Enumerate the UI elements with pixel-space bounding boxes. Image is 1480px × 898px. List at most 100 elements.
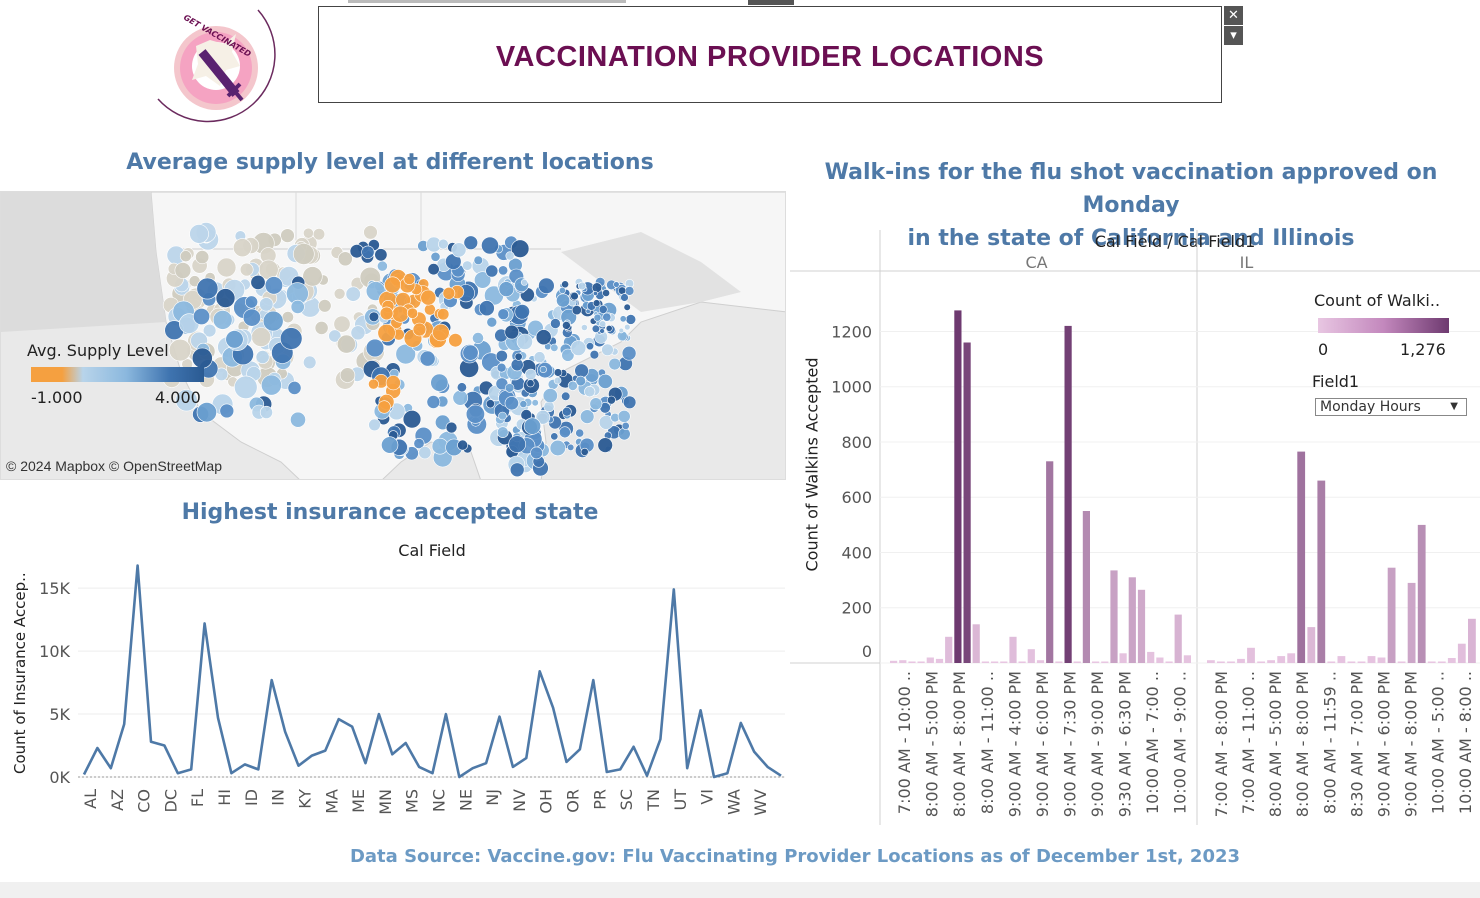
map-location-dot[interactable] — [420, 289, 437, 306]
map-location-dot[interactable] — [567, 380, 578, 391]
map-location-dot[interactable] — [623, 303, 631, 311]
walkins-bar[interactable] — [1427, 661, 1436, 664]
map-location-dot[interactable] — [486, 316, 498, 328]
map-location-dot[interactable] — [239, 262, 254, 277]
walkins-bar[interactable] — [1147, 651, 1155, 663]
map-location-dot[interactable] — [377, 400, 391, 414]
map-location-dot[interactable] — [432, 323, 450, 342]
map-location-dot[interactable] — [598, 305, 608, 314]
map-location-dot[interactable] — [402, 410, 422, 429]
map-location-dot[interactable] — [504, 396, 519, 411]
map-location-dot[interactable] — [437, 238, 449, 250]
map-location-dot[interactable] — [457, 439, 468, 451]
map-location-dot[interactable] — [558, 286, 566, 294]
map-location-dot[interactable] — [251, 327, 272, 348]
map-location-dot[interactable] — [516, 333, 533, 350]
map-location-dot[interactable] — [377, 323, 396, 343]
map-location-dot[interactable] — [504, 324, 520, 340]
map-location-dot[interactable] — [473, 255, 483, 266]
map-location-dot[interactable] — [385, 375, 401, 391]
map-location-dot[interactable] — [498, 265, 509, 276]
walkins-bar[interactable] — [890, 660, 898, 663]
walkins-bar[interactable] — [1110, 570, 1118, 663]
walkins-bar[interactable] — [1207, 660, 1215, 663]
map-location-dot[interactable] — [280, 228, 295, 243]
map-location-dot[interactable] — [571, 305, 582, 316]
map-location-dot[interactable] — [570, 340, 587, 356]
map-location-dot[interactable] — [303, 355, 317, 370]
walkins-bar[interactable] — [1165, 661, 1173, 664]
map-location-dot[interactable] — [574, 363, 589, 378]
map-location-dot[interactable] — [426, 395, 441, 409]
insurance-series-line[interactable] — [82, 564, 782, 779]
walkins-bar[interactable] — [1468, 618, 1476, 663]
map-location-dot[interactable] — [550, 318, 561, 329]
map-location-dot[interactable] — [219, 403, 235, 419]
map-location-dot[interactable] — [216, 257, 237, 278]
walkins-bar[interactable] — [991, 661, 999, 664]
map-location-dot[interactable] — [524, 368, 537, 381]
map-location-dot[interactable] — [259, 405, 273, 419]
map-location-dot[interactable] — [452, 390, 469, 406]
map-location-dot[interactable] — [597, 437, 613, 453]
map-location-dot[interactable] — [617, 409, 631, 423]
map-location-dot[interactable] — [514, 304, 530, 320]
map-location-dot[interactable] — [451, 242, 467, 258]
walkins-bar[interactable] — [1018, 661, 1026, 664]
close-icon[interactable]: ✕ — [1224, 6, 1243, 25]
map-location-dot[interactable] — [539, 365, 547, 374]
map-location-dot[interactable] — [406, 307, 419, 319]
field1-filter-dropdown[interactable]: Monday Hours ▼ — [1315, 398, 1467, 416]
map-location-dot[interactable] — [535, 409, 551, 425]
map-location-dot[interactable] — [419, 350, 436, 367]
map-location-dot[interactable] — [212, 310, 233, 330]
map-location-dot[interactable] — [570, 291, 579, 301]
map-location-dot[interactable] — [601, 343, 614, 357]
map-location-dot[interactable] — [553, 376, 562, 385]
walkins-bar[interactable] — [1046, 461, 1054, 663]
map-location-dot[interactable] — [474, 271, 492, 289]
map-location-dot[interactable] — [202, 323, 217, 338]
map-location-dot[interactable] — [550, 343, 559, 352]
map-location-dot[interactable] — [580, 447, 589, 456]
map-location-dot[interactable] — [598, 415, 614, 430]
walkins-bar[interactable] — [1119, 653, 1127, 663]
supply-level-map[interactable] — [0, 191, 786, 480]
map-location-dot[interactable] — [333, 288, 346, 300]
map-location-dot[interactable] — [509, 462, 525, 478]
map-location-dot[interactable] — [337, 251, 353, 267]
map-location-dot[interactable] — [619, 315, 627, 323]
map-location-dot[interactable] — [591, 282, 603, 293]
walkins-bar[interactable] — [1317, 480, 1326, 663]
walkins-bar[interactable] — [945, 636, 953, 663]
walkins-bar[interactable] — [1027, 649, 1035, 663]
walkins-bar[interactable] — [1437, 661, 1446, 664]
walkins-bar[interactable] — [972, 624, 980, 663]
walkins-bar[interactable] — [1417, 524, 1426, 663]
map-location-dot[interactable] — [242, 308, 261, 327]
map-location-dot[interactable] — [430, 251, 441, 262]
walkins-bar[interactable] — [1227, 661, 1235, 664]
map-location-dot[interactable] — [617, 427, 631, 441]
map-location-dot[interactable] — [575, 375, 586, 387]
walkins-bar[interactable] — [1307, 627, 1316, 663]
walkins-bar[interactable] — [981, 661, 989, 664]
map-location-dot[interactable] — [225, 330, 244, 349]
map-location-dot[interactable] — [445, 421, 458, 434]
map-location-dot[interactable] — [281, 311, 294, 324]
walkins-bar[interactable] — [1217, 661, 1225, 664]
walkins-bar[interactable] — [1337, 656, 1346, 663]
map-location-dot[interactable] — [403, 273, 416, 285]
walkins-bar[interactable] — [1287, 653, 1296, 663]
map-location-dot[interactable] — [559, 426, 571, 439]
map-location-dot[interactable] — [395, 343, 416, 365]
map-location-dot[interactable] — [290, 411, 306, 428]
walkins-bar[interactable] — [917, 661, 925, 664]
map-location-dot[interactable] — [508, 435, 527, 453]
walkins-bar[interactable] — [1036, 660, 1045, 663]
map-location-dot[interactable] — [234, 375, 258, 400]
map-location-dot[interactable] — [585, 342, 594, 351]
map-location-dot[interactable] — [593, 291, 598, 296]
chevron-down-icon[interactable]: ▾ — [1224, 26, 1243, 45]
map-location-dot[interactable] — [174, 262, 192, 279]
